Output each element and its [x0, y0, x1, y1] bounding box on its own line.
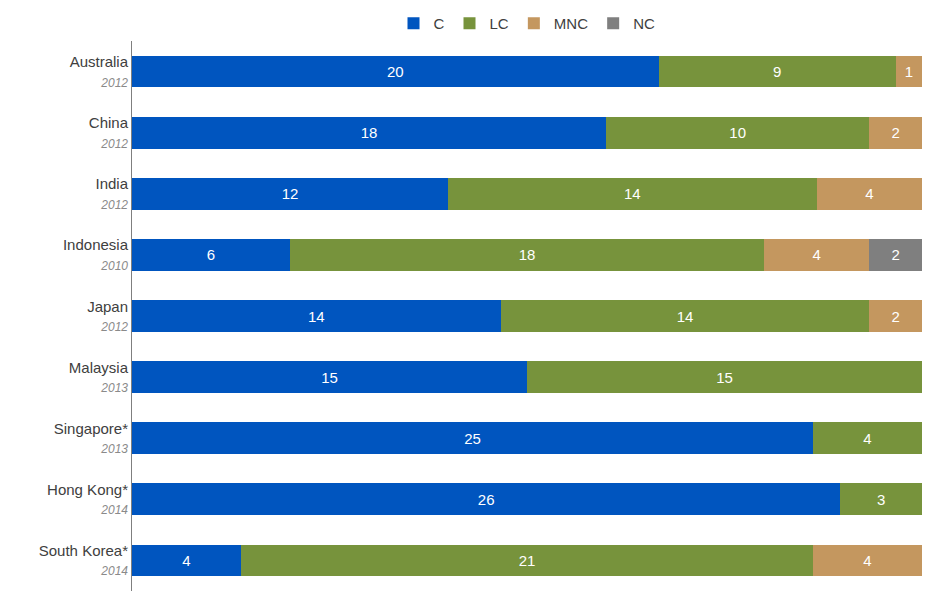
svg-text:26: 26	[478, 491, 495, 508]
svg-text:4: 4	[865, 185, 873, 202]
svg-text:3: 3	[877, 491, 885, 508]
svg-text:4: 4	[812, 246, 820, 263]
svg-text:15: 15	[716, 369, 733, 386]
svg-text:NC: NC	[633, 15, 655, 32]
svg-text:18: 18	[519, 246, 536, 263]
svg-text:MNC: MNC	[554, 15, 588, 32]
svg-text:20: 20	[387, 63, 404, 80]
svg-text:Malaysia2013: Malaysia2013	[69, 359, 129, 396]
svg-text:2: 2	[891, 246, 899, 263]
svg-text:10: 10	[729, 124, 746, 141]
svg-text:Hong Kong*2014: Hong Kong*2014	[47, 481, 128, 517]
svg-text:South Korea*2014: South Korea*2014	[39, 542, 129, 579]
svg-text:LC: LC	[490, 15, 509, 32]
svg-text:25: 25	[464, 430, 481, 447]
svg-text:Indonesia2010: Indonesia2010	[63, 236, 129, 273]
svg-text:14: 14	[677, 308, 694, 325]
svg-text:14: 14	[308, 308, 325, 325]
svg-text:4: 4	[863, 430, 871, 447]
svg-text:14: 14	[624, 185, 641, 202]
svg-text:9: 9	[773, 63, 781, 80]
svg-text:4: 4	[863, 552, 871, 569]
svg-text:21: 21	[519, 552, 536, 569]
svg-text:2: 2	[891, 308, 899, 325]
svg-text:15: 15	[321, 369, 338, 386]
svg-text:India2012: India2012	[95, 175, 128, 212]
svg-text:2: 2	[891, 124, 899, 141]
svg-text:4: 4	[182, 552, 190, 569]
svg-text:18: 18	[361, 124, 378, 141]
svg-text:Japan2012: Japan2012	[87, 298, 128, 335]
svg-text:1: 1	[905, 63, 913, 80]
svg-text:6: 6	[207, 246, 215, 263]
svg-text:Australia2012: Australia2012	[70, 53, 129, 90]
svg-text:C: C	[434, 15, 445, 32]
svg-text:China2012: China2012	[89, 114, 129, 151]
svg-text:Singapore*2013: Singapore*2013	[54, 420, 129, 457]
svg-text:12: 12	[282, 185, 299, 202]
